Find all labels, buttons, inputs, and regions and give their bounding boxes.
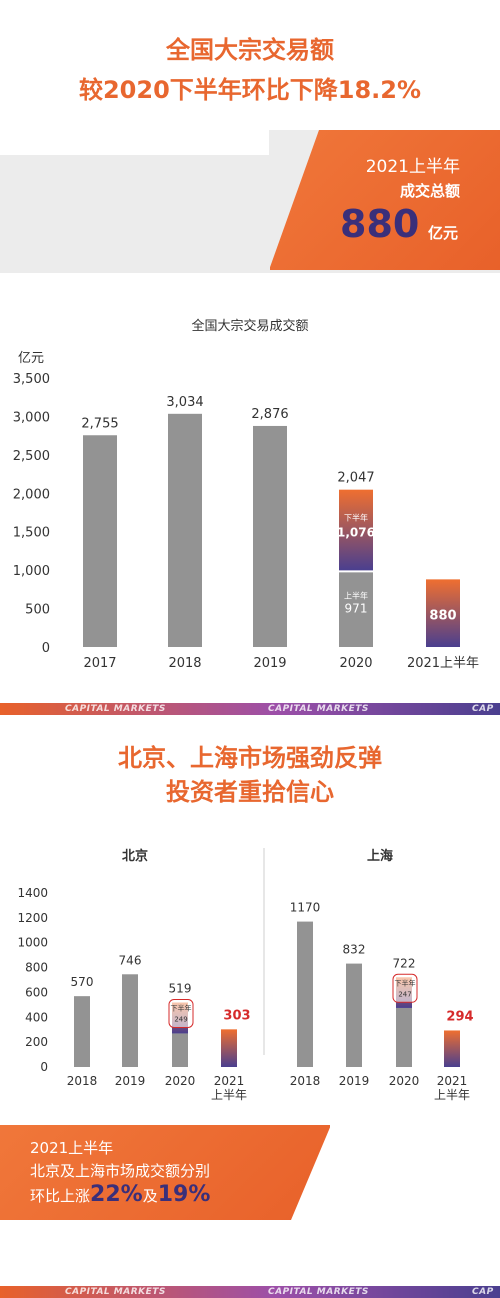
shanghai-bar [297, 921, 313, 1067]
beijing-callout-box [168, 998, 194, 1028]
value-2020-second-half: 1,076 [337, 525, 375, 539]
summary-mid: 及 [142, 1187, 158, 1205]
shanghai-bar-2021h1 [444, 1030, 460, 1067]
y-tick-label: 1,500 [13, 526, 50, 541]
value-label: 880 [429, 608, 456, 623]
shanghai-pct: 19% [157, 1182, 211, 1207]
value-label: 2,755 [81, 416, 118, 431]
value-label: 3,034 [166, 395, 203, 410]
shanghai-callout-label: 下半年 [395, 978, 416, 987]
y-tick-label: 500 [25, 603, 50, 618]
y-tick-label: 1000 [17, 936, 48, 950]
x-tick-label: 2021上半年 [407, 656, 479, 671]
x-tick-label: 2018 [168, 656, 201, 671]
y-tick-label: 400 [25, 1010, 48, 1024]
beijing-callout-value: 249 [174, 1015, 187, 1023]
y-tick-label: 200 [25, 1035, 48, 1049]
badge-value: 880 [340, 202, 420, 246]
shanghai-value-label: 1170 [290, 901, 321, 915]
y-tick-label: 1,000 [13, 564, 50, 579]
value-2020-first-half: 971 [345, 601, 368, 615]
beijing-x-tick-label: 2020 [165, 1074, 196, 1088]
shanghai-value-label: 832 [343, 943, 366, 957]
beijing-bar [74, 996, 90, 1067]
shanghai-title: 上海 [367, 848, 393, 864]
beijing-x-tick-label: 2021 [214, 1074, 245, 1088]
label-2020-second-half: 下半年 [344, 512, 368, 522]
y-axis-label: 亿元 [18, 351, 44, 366]
summary-box [0, 1125, 331, 1220]
page-title: 全国大宗交易额 [166, 36, 334, 64]
total-badge [269, 130, 500, 270]
beijing-bar-2020-first-half [172, 1033, 188, 1067]
shanghai-x-tick-label: 2018 [290, 1074, 321, 1088]
summary-line1: 2021上半年 [30, 1139, 114, 1157]
beijing-value-label: 570 [71, 975, 94, 989]
bar-2021h1 [426, 579, 460, 647]
section2-title: 北京、上海市场强劲反弹 [118, 744, 382, 772]
bar-2020-first-half [339, 572, 373, 647]
shanghai-x-tick-label: 上半年 [434, 1088, 470, 1102]
shanghai-x-tick-label: 2020 [389, 1074, 420, 1088]
beijing-x-tick-label: 上半年 [211, 1088, 247, 1102]
y-tick-label: 0 [40, 1060, 48, 1074]
page-subtitle: 较2020下半年环比下降18.2% [78, 76, 422, 104]
beijing-title: 北京 [122, 848, 148, 864]
x-tick-label: 2020 [339, 656, 372, 671]
bar-2020-second-half [339, 489, 373, 571]
shanghai-bar [346, 963, 362, 1067]
beijing-bar-2021h1 [221, 1029, 237, 1067]
shanghai-callout-value: 247 [398, 990, 411, 998]
summary-prefix: 环比上涨 [30, 1187, 91, 1205]
section2-subtitle: 投资者重拾信心 [166, 778, 334, 806]
y-tick-label: 2,500 [13, 449, 50, 464]
y-tick-label: 800 [25, 961, 48, 975]
beijing-callout-label: 下半年 [171, 1003, 192, 1012]
y-tick-label: 0 [42, 641, 50, 656]
value-label: 2,047 [337, 471, 374, 486]
beijing-bar [122, 974, 138, 1067]
beijing-x-tick-label: 2019 [115, 1074, 146, 1088]
shanghai-x-tick-label: 2021 [437, 1074, 468, 1088]
chart-title: 全国大宗交易成交额 [191, 318, 308, 334]
summary-line2: 北京及上海市场成交额分别 [30, 1162, 211, 1180]
x-tick-label: 2017 [83, 656, 116, 671]
y-tick-label: 2,000 [13, 487, 50, 502]
x-tick-label: 2019 [253, 656, 286, 671]
beijing-value-label: 303 [223, 1008, 250, 1023]
y-tick-label: 1200 [17, 911, 48, 925]
y-tick-label: 1400 [17, 886, 48, 900]
shanghai-x-tick-label: 2019 [339, 1074, 370, 1088]
capital-markets-strip: CAPITAL MARKETS CAPITAL MARKETS CAP [0, 703, 500, 715]
bar [253, 425, 287, 647]
y-tick-label: 3,500 [13, 372, 50, 387]
badge-period: 2021上半年 [365, 157, 460, 177]
bar [168, 413, 202, 647]
value-label: 2,876 [251, 407, 288, 422]
shanghai-bar-2020-first-half [396, 1007, 412, 1067]
shanghai-callout-box [392, 973, 418, 1003]
beijing-value-label: 746 [119, 953, 142, 967]
bar [83, 435, 117, 647]
shanghai-value-label: 722 [393, 956, 416, 970]
y-tick-label: 600 [25, 985, 48, 999]
summary-line3: 环比上涨22%及19% [30, 1182, 210, 1207]
badge-unit: 亿元 [428, 224, 459, 242]
beijing-value-label: 519 [169, 981, 192, 995]
beijing-x-tick-label: 2018 [67, 1074, 98, 1088]
capital-markets-strip-bottom: CAPITAL MARKETS CAPITAL MARKETS CAP [0, 1286, 500, 1298]
city-charts: 0 200 400 600 800 1000 1200 1400 北京 上海 570 2018 746 2… [17, 848, 474, 1102]
y-tick-label: 3,000 [13, 410, 50, 425]
badge-label: 成交总额 [399, 182, 460, 200]
beijing-pct: 22% [90, 1182, 143, 1207]
label-2020-first-half: 上半年 [344, 590, 368, 600]
shanghai-value-label: 294 [446, 1009, 473, 1024]
